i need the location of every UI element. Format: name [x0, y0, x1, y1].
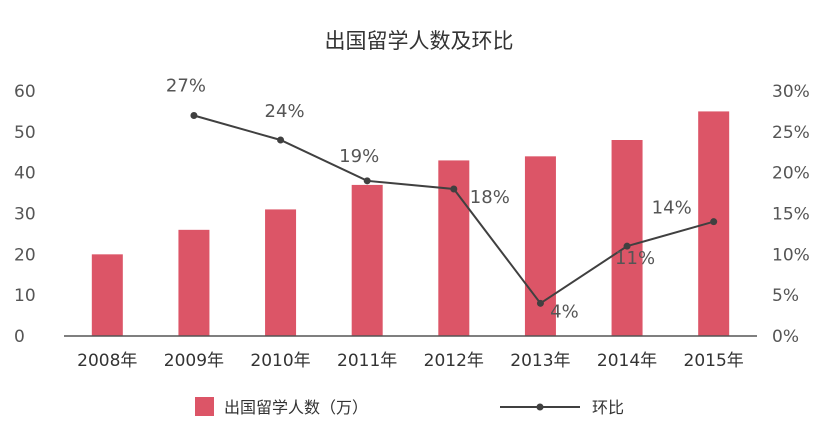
right-tick-label: 25%	[772, 123, 810, 143]
legend-bar-label: 出国留学人数（万）	[224, 398, 368, 417]
left-tick-label: 60	[14, 82, 36, 102]
data-label: 24%	[265, 101, 305, 122]
right-tick-label: 20%	[772, 164, 810, 184]
right-axis-ticks: 0% 5% 10% 15% 20% 25% 30%	[772, 82, 810, 347]
right-tick-label: 30%	[772, 82, 810, 102]
line-point	[277, 136, 285, 144]
right-tick-label: 10%	[772, 245, 810, 265]
left-tick-label: 30	[14, 205, 36, 225]
left-tick-label: 20	[14, 245, 36, 265]
x-tick-label: 2008年	[77, 351, 137, 371]
line-point	[710, 218, 718, 226]
left-tick-label: 50	[14, 123, 36, 143]
line-data-labels: 27% 24% 19% 18% 4% 11% 14%	[166, 76, 692, 323]
bar	[611, 140, 643, 336]
line-point	[363, 177, 371, 185]
left-tick-label: 10	[14, 286, 36, 306]
legend-line-marker	[536, 403, 544, 411]
line-point	[190, 112, 198, 119]
legend-line-label: 环比	[592, 398, 624, 417]
right-tick-label: 0%	[772, 327, 799, 347]
line-point	[623, 242, 631, 250]
left-axis-ticks: 0 10 20 30 40 50 60	[14, 82, 36, 347]
data-label: 18%	[470, 187, 510, 208]
data-label: 14%	[652, 198, 692, 219]
bar	[91, 254, 123, 336]
data-label: 19%	[339, 146, 379, 167]
x-tick-label: 2012年	[424, 351, 484, 371]
chart-title: 出国留学人数及环比	[325, 29, 514, 53]
left-tick-label: 0	[14, 327, 25, 347]
bar	[178, 229, 210, 336]
bar-series	[91, 111, 730, 337]
line-point	[450, 185, 458, 193]
legend-bar-swatch	[195, 397, 214, 416]
legend: 出国留学人数（万） 环比	[195, 397, 624, 417]
x-tick-label: 2015年	[684, 351, 744, 371]
right-tick-label: 5%	[772, 286, 799, 306]
x-axis-ticks: 2008年 2009年 2010年 2011年 2012年 2013年 2014年 2015年	[77, 351, 744, 371]
x-tick-label: 2011年	[337, 351, 397, 371]
line-series	[190, 112, 718, 307]
line-point	[536, 299, 544, 307]
bar	[351, 184, 383, 336]
left-tick-label: 40	[14, 164, 36, 184]
data-label: 11%	[615, 248, 655, 269]
data-label: 4%	[550, 301, 579, 322]
x-tick-label: 2009年	[164, 351, 224, 371]
data-label: 27%	[166, 76, 206, 97]
x-tick-label: 2010年	[250, 351, 310, 371]
x-tick-label: 2014年	[597, 351, 657, 371]
bar	[265, 209, 297, 336]
right-tick-label: 15%	[772, 205, 810, 225]
x-tick-label: 2013年	[510, 351, 570, 371]
